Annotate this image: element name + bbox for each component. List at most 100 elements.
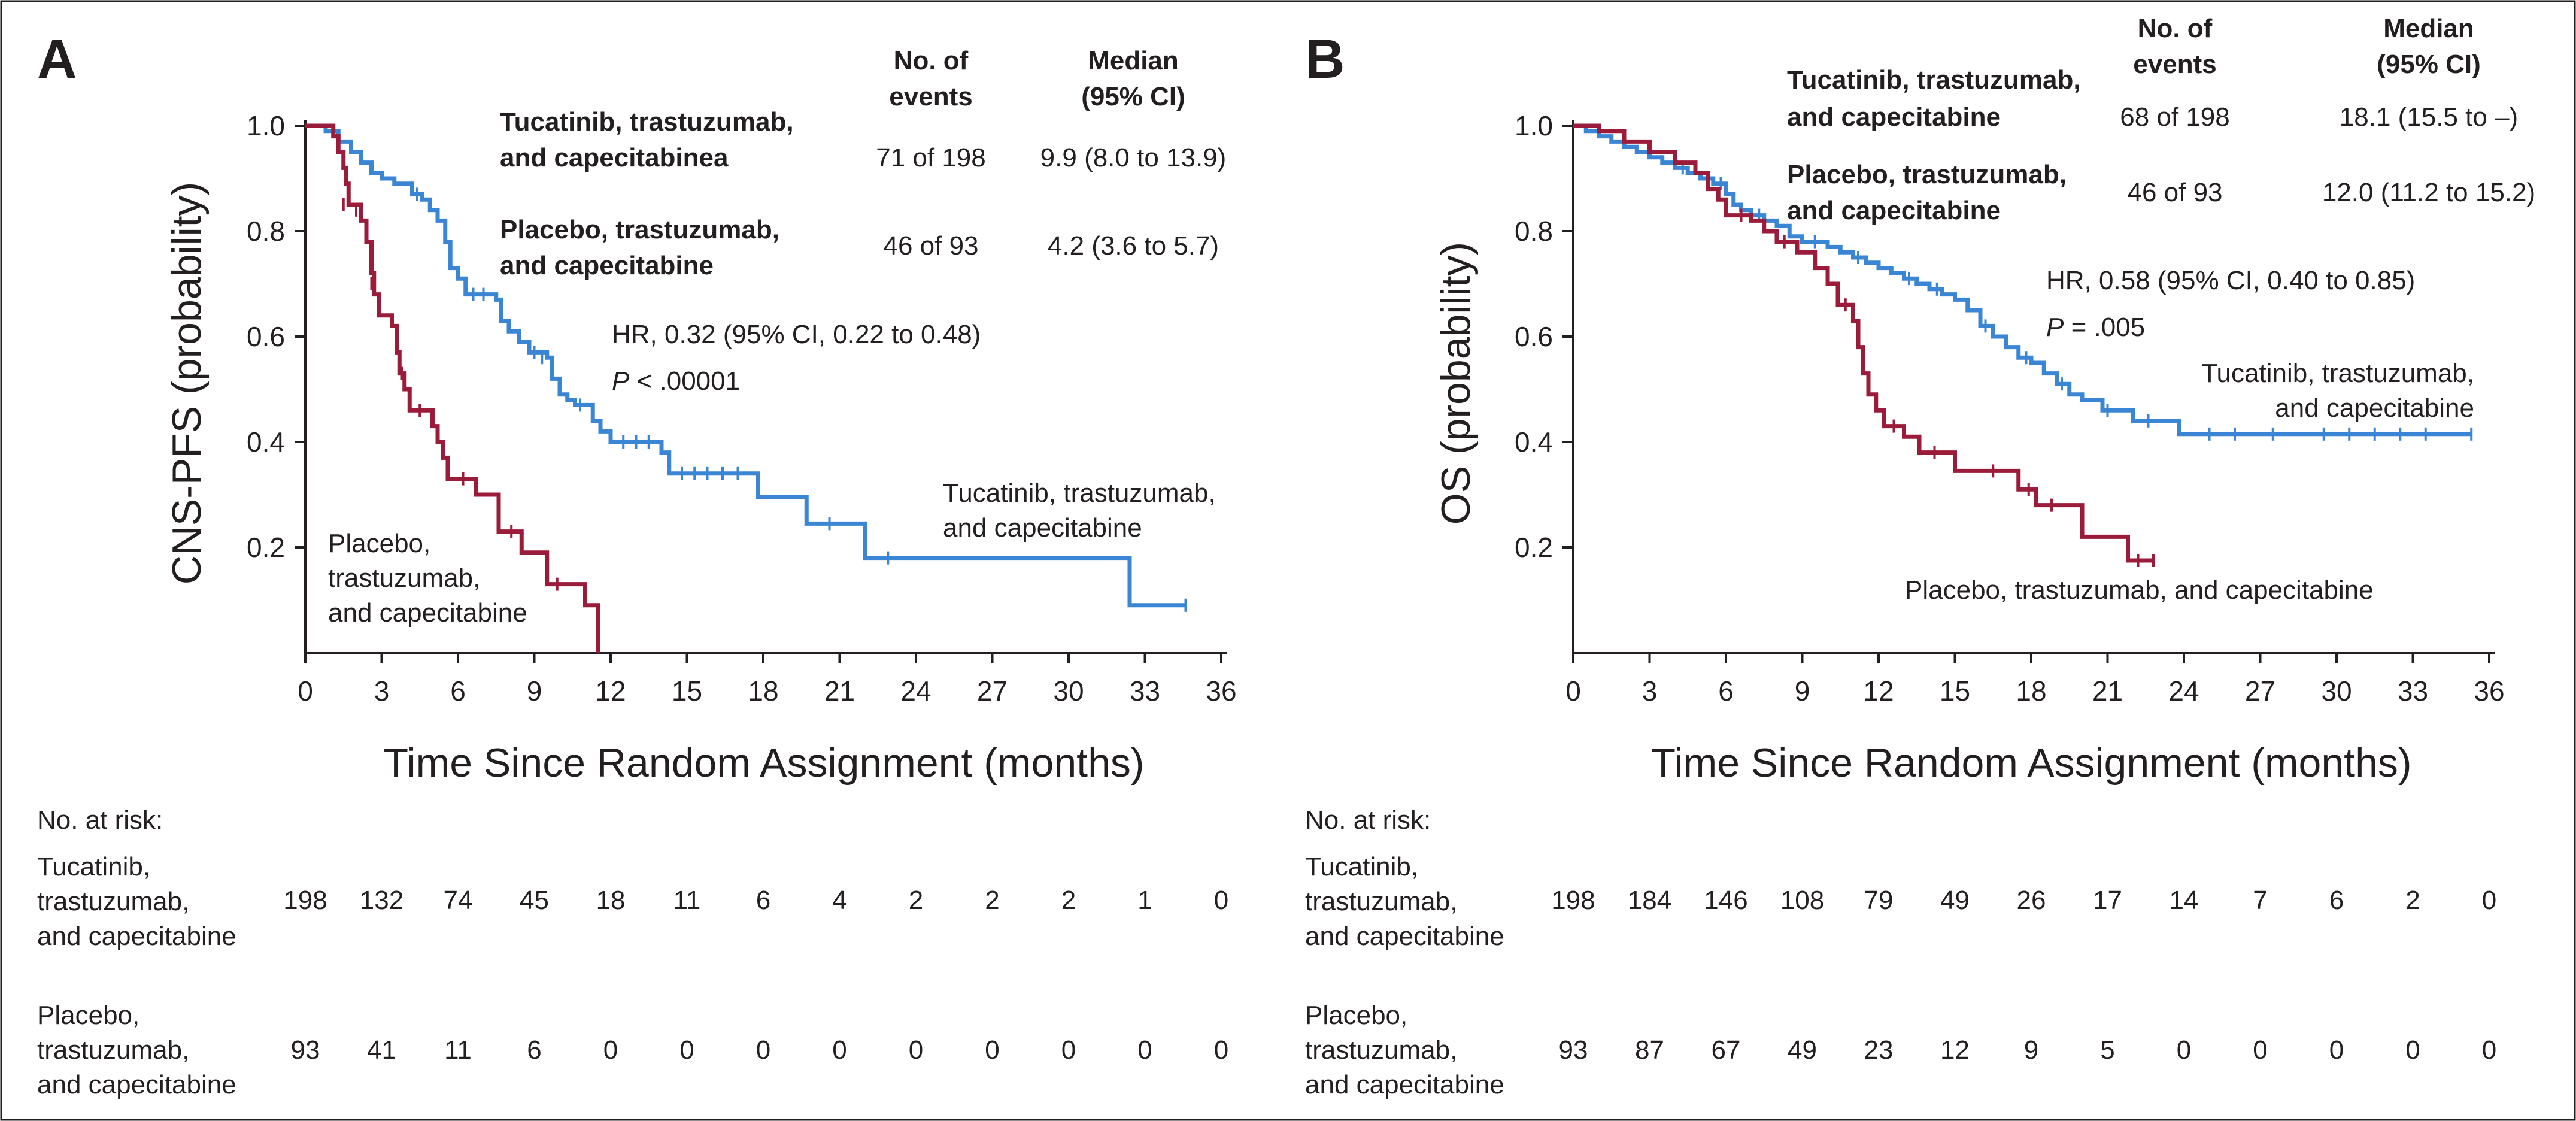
y-tick-label: 0.8 (247, 216, 285, 247)
x-tick-label: 24 (900, 675, 931, 707)
y-tick-label: 1.0 (1515, 110, 1553, 141)
risk-row2-label-line3: and capecitabine (37, 1070, 236, 1099)
risk-value-tucatinib: 146 (1704, 886, 1747, 915)
risk-value-placebo: 67 (1712, 1035, 1741, 1065)
p-value: P = .005 (2046, 313, 2145, 342)
legend-row1-events: 68 of 198 (2120, 102, 2230, 132)
risk-value-placebo: 0 (756, 1035, 770, 1065)
legend-header-median-line1: Median (2383, 14, 2474, 43)
curve-label-placebo: Placebo, trastuzumab, and capecitabine (1905, 575, 2374, 605)
x-tick-label: 36 (2474, 675, 2504, 707)
x-tick-label: 18 (748, 675, 778, 707)
panel-a: A No. of events Median (95% CI) Tucatini… (37, 29, 1237, 1099)
risk-value-placebo: 0 (832, 1035, 846, 1065)
legend-row2-label-line2: and capecitabine (500, 251, 714, 280)
risk-value-placebo: 41 (367, 1035, 396, 1065)
curve-label-placebo-line3: and capecitabine (328, 598, 527, 628)
y-tick-label: 1.0 (247, 110, 285, 141)
risk-value-tucatinib: 2 (1061, 886, 1076, 915)
legend-row1-events: 71 of 198 (876, 143, 986, 172)
legend-row2-median: 4.2 (3.6 to 5.7) (1048, 231, 1219, 260)
y-tick-label: 0.4 (1515, 426, 1553, 458)
legend-row2-label-line2: and capecitabine (1787, 196, 2001, 225)
risk-row1-label-line1: Tucatinib, (37, 852, 150, 881)
risk-value-tucatinib: 17 (2093, 886, 2122, 915)
legend-header-median-line2: (95% CI) (2377, 50, 2481, 79)
p-rest: = .005 (2064, 313, 2145, 342)
x-tick-label: 33 (2398, 675, 2428, 707)
x-tick-label: 18 (2016, 675, 2046, 707)
risk-value-placebo: 0 (2482, 1035, 2496, 1065)
x-tick-label: 33 (1130, 675, 1160, 707)
risk-value-tucatinib: 198 (283, 886, 327, 915)
risk-value-placebo: 23 (1864, 1035, 1894, 1065)
x-tick-label: 30 (1053, 675, 1084, 707)
risk-row2-label-line2: trastuzumab, (1305, 1035, 1457, 1065)
risk-value-placebo: 0 (2253, 1035, 2267, 1065)
risk-value-placebo: 11 (444, 1035, 472, 1065)
panel-b-letter: B (1305, 29, 1345, 90)
risk-value-placebo: 87 (1635, 1035, 1664, 1065)
risk-value-tucatinib: 45 (520, 886, 549, 915)
panel-b: B No. of events Median (95% CI) Tucatini… (1305, 14, 2535, 1099)
risk-row1-label-line3: and capecitabine (1305, 922, 1504, 951)
legend-header-events-line2: events (889, 82, 972, 111)
x-tick-label: 24 (2168, 675, 2199, 707)
risk-value-placebo: 0 (1061, 1035, 1076, 1065)
placebo-curve (1573, 123, 2153, 563)
risk-row1-label-line2: trastuzumab, (37, 887, 189, 916)
risk-value-tucatinib: 0 (1214, 886, 1228, 915)
x-tick-label: 27 (977, 675, 1008, 707)
risk-value-tucatinib: 132 (360, 886, 403, 915)
risk-value-tucatinib: 0 (2482, 886, 2496, 915)
x-tick-label: 21 (824, 675, 855, 707)
risk-value-tucatinib: 74 (444, 886, 473, 915)
x-tick-label: 9 (1795, 675, 1810, 707)
risk-value-placebo: 0 (603, 1035, 618, 1065)
x-tick-label: 30 (2321, 675, 2352, 707)
risk-table-title: No. at risk: (1305, 805, 1431, 835)
risk-value-placebo: 93 (291, 1035, 320, 1065)
risk-value-tucatinib: 49 (1940, 886, 1970, 915)
y-tick-label: 0.2 (1515, 532, 1553, 563)
x-tick-label: 15 (672, 675, 702, 707)
y-axis-label: CNS-PFS (probability) (164, 182, 210, 585)
risk-value-placebo: 0 (1214, 1035, 1228, 1065)
risk-value-tucatinib: 79 (1864, 886, 1894, 915)
curve-label-tucatinib-line2: and capecitabine (2275, 393, 2474, 423)
legend-row1-label-line1: Tucatinib, trastuzumab, (1787, 65, 2081, 95)
risk-value-placebo: 5 (2100, 1035, 2114, 1065)
y-tick-label: 0.6 (247, 321, 285, 352)
hazard-ratio: HR, 0.32 (95% CI, 0.22 to 0.48) (612, 320, 981, 349)
legend-row2-median: 12.0 (11.2 to 15.2) (2322, 178, 2535, 207)
legend-row1-median: 18.1 (15.5 to –) (2340, 102, 2518, 132)
x-tick-label: 12 (595, 675, 626, 707)
risk-value-tucatinib: 11 (673, 886, 701, 915)
y-tick-label: 0.6 (1515, 321, 1553, 352)
plot-area-a: 0 3 6 9 12 15 18 21 24 27 30 33 360.20.40.60.81.0 (247, 110, 1237, 707)
legend-row1-label-line2: and capecitabinea (500, 143, 729, 172)
x-tick-label: 15 (1940, 675, 1970, 707)
risk-values-b: 198 184 146 108 79 49 26 17 14 7 6 2 0 93 87 67 49 23 12 9 5… (1551, 886, 2496, 1065)
curve-label-tucatinib-line1: Tucatinib, trastuzumab, (943, 478, 1216, 508)
risk-value-tucatinib: 184 (1628, 886, 1671, 915)
risk-row2-label-line1: Placebo, (37, 1001, 139, 1030)
risk-value-tucatinib: 2 (985, 886, 999, 915)
x-axis-label: Time Since Random Assignment (months) (1650, 740, 2411, 786)
p-rest: < .00001 (629, 366, 740, 396)
x-tick-label: 27 (2245, 675, 2275, 707)
legend-header-events-line2: events (2133, 50, 2216, 79)
risk-value-tucatinib: 6 (2329, 886, 2344, 915)
risk-values-a: 198 132 74 45 18 11 6 4 2 2 2 1 0 93 41 11 6 0 0 0 0 0 0 0 0 0 (283, 886, 1228, 1065)
x-tick-label: 3 (1642, 675, 1658, 707)
risk-value-placebo: 0 (985, 1035, 999, 1065)
y-tick-label: 0.2 (247, 532, 285, 563)
risk-value-placebo: 0 (2405, 1035, 2420, 1065)
risk-value-placebo: 0 (2329, 1035, 2344, 1065)
risk-value-tucatinib: 1 (1137, 886, 1152, 915)
risk-value-tucatinib: 6 (756, 886, 770, 915)
risk-value-tucatinib: 26 (2017, 886, 2046, 915)
risk-row2-label-line2: trastuzumab, (37, 1035, 189, 1065)
